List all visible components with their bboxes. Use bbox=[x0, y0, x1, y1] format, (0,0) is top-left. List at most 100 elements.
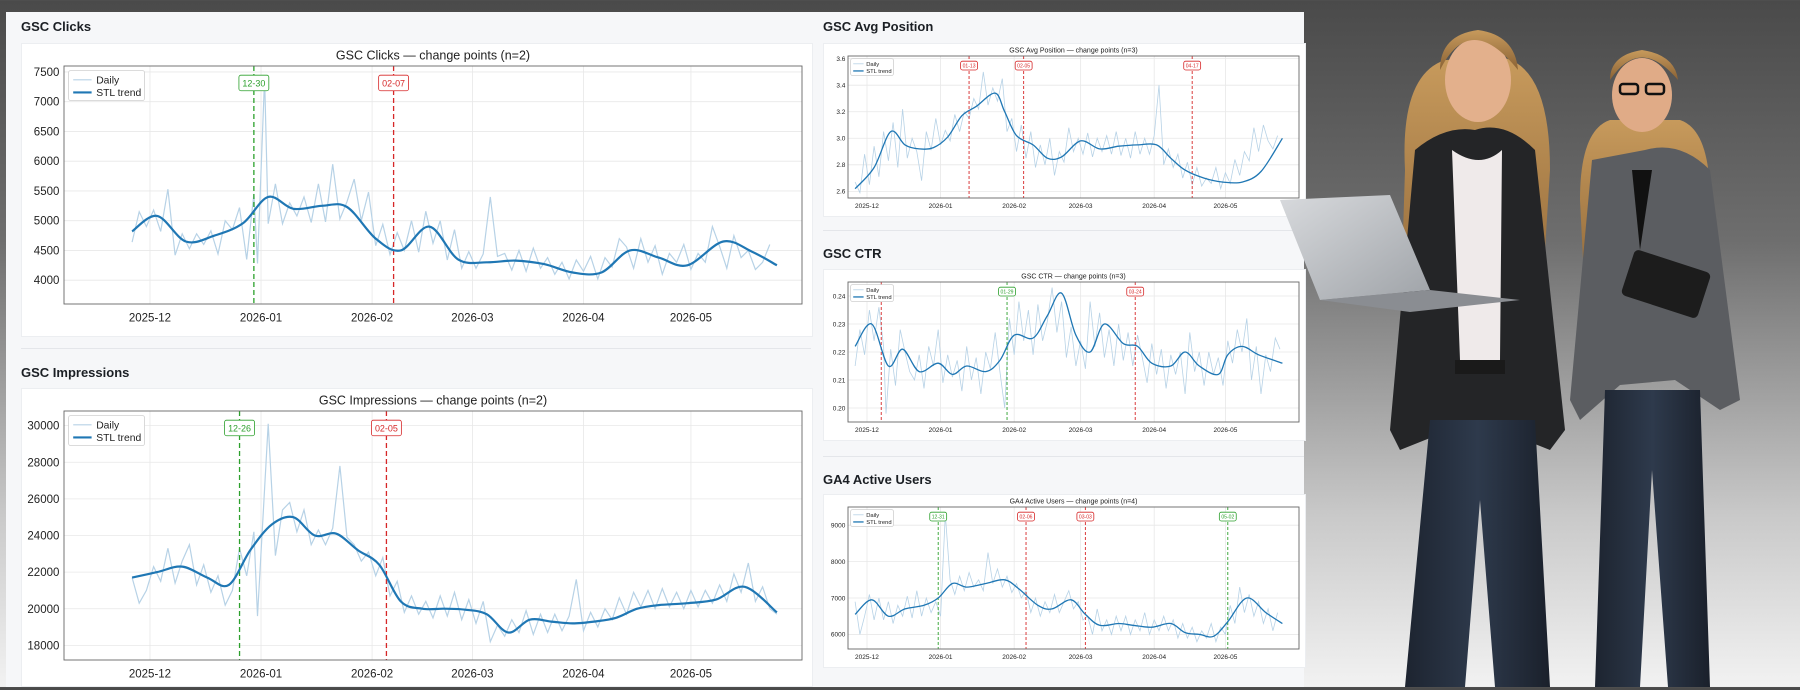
x-tick-label: 2026-02 bbox=[351, 312, 393, 324]
change-point-badge bbox=[998, 286, 1016, 297]
panel-title-gsc-clicks: GSC Clicks bbox=[21, 19, 92, 34]
plot-frame bbox=[63, 65, 803, 305]
change-point-label: 12-30 bbox=[242, 78, 265, 88]
y-tick-label: 24000 bbox=[27, 531, 59, 543]
presenter-left bbox=[1280, 30, 1565, 687]
x-tick-label: 2026-04 bbox=[562, 668, 605, 680]
x-tick-label: 2025-12 bbox=[855, 654, 879, 661]
chart-card-gsc-impressions: GSC Impressions — change points (n=2) 202… bbox=[21, 388, 813, 687]
y-tick-label: 26000 bbox=[27, 494, 59, 506]
change-point-label: 12-31 bbox=[932, 515, 945, 521]
y-tick-label: 3.6 bbox=[836, 56, 845, 63]
change-point-label: 02-07 bbox=[382, 78, 405, 88]
y-tick-label: 2.6 bbox=[836, 189, 845, 196]
change-point-badge bbox=[238, 74, 270, 92]
plot-frame bbox=[847, 281, 1300, 423]
change-point-badge bbox=[1017, 511, 1035, 522]
y-tick-label: 6000 bbox=[34, 156, 60, 168]
y-tick-label: 3.2 bbox=[836, 109, 845, 116]
y-tick-label: 22000 bbox=[27, 567, 59, 579]
plot-frame bbox=[63, 410, 803, 661]
change-point-badge bbox=[224, 419, 255, 437]
x-tick-label: 2026-04 bbox=[1142, 654, 1166, 661]
change-point-label: 04-17 bbox=[1186, 64, 1199, 70]
panel-gsc-clicks: GSC Clicks GSC Clicks — change points (n… bbox=[21, 19, 813, 349]
chart-card-gsc-clicks: GSC Clicks — change points (n=2) 2025-12 2… bbox=[21, 43, 813, 337]
chart-card-ga4-active-users: GA4 Active Users — change points (n=4) 20… bbox=[823, 494, 1306, 668]
x-tick-label: 2026-03 bbox=[451, 668, 493, 680]
x-tick-label: 2026-05 bbox=[670, 668, 712, 680]
change-point-label: 02-06 bbox=[1020, 515, 1033, 521]
legend-daily-label: Daily bbox=[96, 420, 120, 431]
y-tick-label: 0.23 bbox=[833, 321, 846, 328]
chart-gsc-impressions: GSC Impressions — change points (n=2) 202… bbox=[27, 394, 803, 680]
change-point-label: 12-26 bbox=[228, 423, 251, 433]
x-tick-label: 2026-03 bbox=[1069, 427, 1093, 434]
panel-title-gsc-ctr: GSC CTR bbox=[823, 246, 882, 261]
y-tick-label: 5500 bbox=[34, 186, 60, 198]
legend-daily-label: Daily bbox=[96, 75, 120, 86]
y-tick-label: 2.8 bbox=[836, 162, 845, 169]
change-point-badge bbox=[929, 511, 948, 522]
y-tick-label: 30000 bbox=[27, 421, 59, 433]
change-point-label: 02-05 bbox=[375, 423, 398, 433]
panel-ga4-active-users: GA4 Active Users GA4 Active Users — chan… bbox=[823, 472, 1306, 682]
dashboard: GSC Clicks GSC Clicks — change points (n… bbox=[6, 12, 1306, 690]
x-tick-label: 2025-12 bbox=[855, 203, 879, 210]
y-tick-label: 7500 bbox=[34, 67, 60, 79]
panel-gsc-impressions: GSC Impressions GSC Impressions — change… bbox=[21, 365, 813, 690]
legend-trend-label: STL trend bbox=[96, 88, 141, 99]
y-tick-label: 3.4 bbox=[836, 82, 845, 89]
x-tick-label: 2026-04 bbox=[1142, 203, 1166, 210]
change-point-badge bbox=[960, 60, 978, 71]
x-tick-label: 2026-01 bbox=[929, 427, 953, 434]
change-point-badge bbox=[371, 419, 402, 437]
x-tick-label: 2026-05 bbox=[670, 312, 712, 324]
legend-daily-label: Daily bbox=[866, 62, 879, 68]
chart-gsc-ctr: GSC CTR — change points (n=3) 2025-12 2026… bbox=[833, 273, 1300, 434]
panel-title-gsc-impressions: GSC Impressions bbox=[21, 365, 130, 380]
change-point-badge bbox=[1014, 60, 1033, 71]
presenters-photo bbox=[1280, 30, 1740, 687]
divider bbox=[823, 230, 1304, 231]
change-point-badge bbox=[1183, 60, 1202, 71]
change-point-label: 03-03 bbox=[1079, 515, 1092, 521]
y-tick-label: 3.0 bbox=[836, 136, 845, 143]
stl-trend-line bbox=[131, 515, 778, 634]
panel-gsc-avg-position: GSC Avg Position GSC Avg Position — chan… bbox=[823, 19, 1306, 225]
change-point-badge bbox=[378, 74, 409, 92]
chart-title: GA4 Active Users — change points (n=4) bbox=[1010, 498, 1138, 505]
y-tick-label: 18000 bbox=[27, 640, 59, 652]
chart-gsc-clicks: GSC Clicks — change points (n=2) 2025-12 2… bbox=[34, 49, 803, 324]
y-tick-label: 28000 bbox=[27, 457, 59, 469]
stl-trend-line bbox=[854, 92, 1283, 190]
y-tick-label: 7000 bbox=[831, 595, 846, 602]
x-tick-label: 2026-02 bbox=[1002, 203, 1026, 210]
presenter-right bbox=[1570, 50, 1740, 687]
change-point-badge bbox=[1218, 511, 1237, 522]
y-tick-label: 0.24 bbox=[833, 293, 846, 300]
change-point-badge bbox=[1126, 286, 1145, 297]
divider bbox=[823, 456, 1304, 457]
legend-trend-label: STL trend bbox=[866, 69, 891, 75]
y-tick-label: 6500 bbox=[34, 126, 60, 138]
x-tick-label: 2026-01 bbox=[929, 654, 953, 661]
x-tick-label: 2026-05 bbox=[1213, 654, 1237, 661]
y-tick-label: 7000 bbox=[34, 97, 60, 109]
x-tick-label: 2026-02 bbox=[1002, 427, 1026, 434]
legend-daily-label: Daily bbox=[866, 288, 879, 294]
chart-ga4-active-users: GA4 Active Users — change points (n=4) 20… bbox=[831, 498, 1300, 661]
x-tick-label: 2026-01 bbox=[240, 668, 282, 680]
x-tick-label: 2025-12 bbox=[129, 668, 171, 680]
x-tick-label: 2026-05 bbox=[1213, 203, 1237, 210]
change-point-label: 05-02 bbox=[1221, 515, 1234, 521]
x-tick-label: 2026-03 bbox=[451, 312, 493, 324]
chart-gsc-avg-position: GSC Avg Position — change points (n=3) 20… bbox=[836, 47, 1300, 210]
daily-series-line bbox=[854, 71, 1278, 195]
y-tick-label: 4500 bbox=[34, 245, 60, 257]
y-tick-label: 0.21 bbox=[833, 377, 846, 384]
y-tick-label: 9000 bbox=[831, 522, 846, 529]
stl-trend-line bbox=[854, 578, 1283, 638]
chart-card-gsc-avg-position: GSC Avg Position — change points (n=3) 20… bbox=[823, 43, 1306, 217]
change-point-label: 01-29 bbox=[1001, 290, 1014, 296]
